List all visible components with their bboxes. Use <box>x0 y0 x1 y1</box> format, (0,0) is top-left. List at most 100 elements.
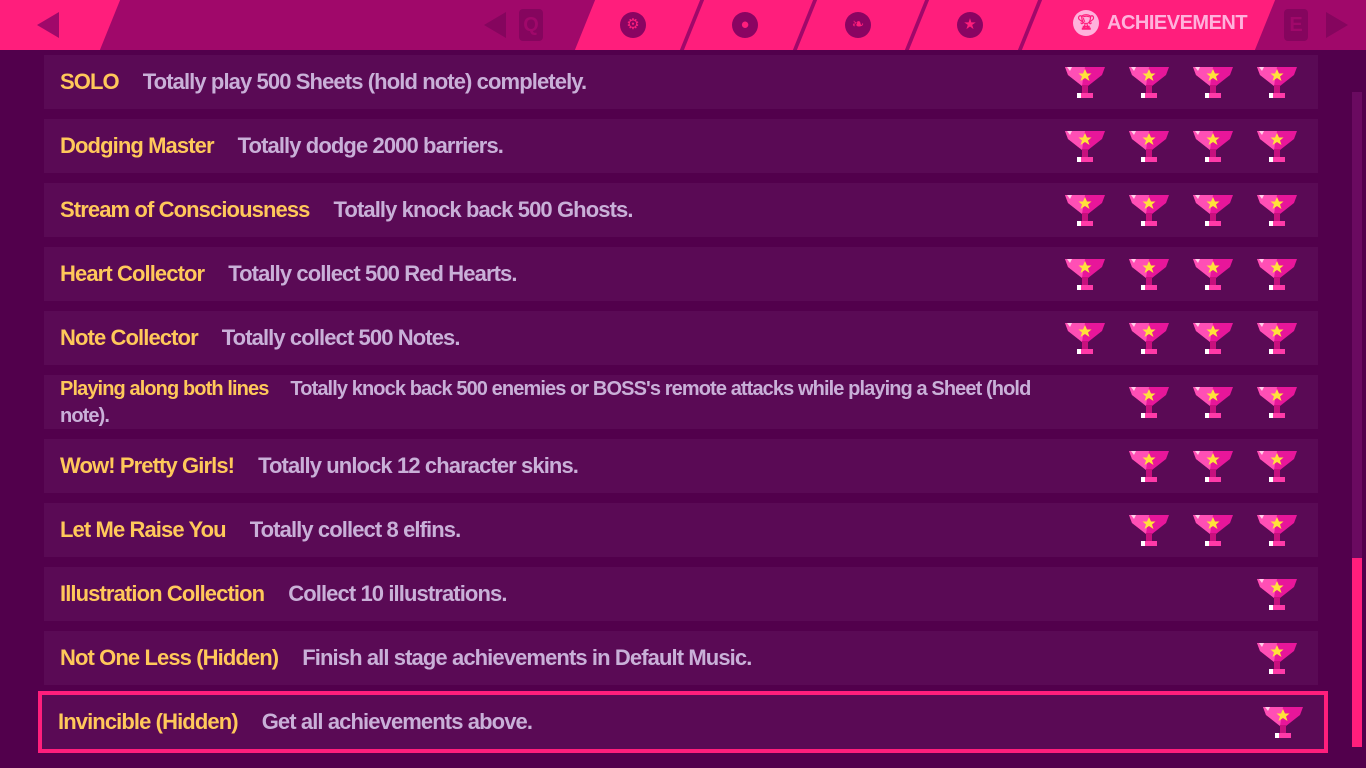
tab-settings[interactable]: ⚙ <box>620 12 646 38</box>
trophy-icon <box>1129 451 1169 482</box>
achievement-desc: Totally dodge 2000 barriers. <box>237 133 504 158</box>
trophy-icon <box>1065 323 1105 354</box>
achievement-text: Playing along both lines Totally knock ba… <box>60 375 1070 429</box>
achievement-row[interactable]: Let Me Raise You Totally collect 8 elfins… <box>44 503 1318 557</box>
gear-icon: ⚙ <box>626 16 640 33</box>
tab-elfin[interactable]: ❧ <box>845 12 871 38</box>
trophy-icon <box>1193 67 1233 98</box>
tab-favorites[interactable]: ★ <box>957 12 983 38</box>
trophy-icon: 🏆︎ <box>1073 10 1099 36</box>
achievement-title: Playing along both lines <box>60 378 269 400</box>
achievement-desc: Totally collect 500 Red Hearts. <box>228 261 517 286</box>
trophy-icon <box>1257 67 1297 98</box>
trophy-group <box>1064 320 1298 356</box>
trophy-icon <box>1257 451 1297 482</box>
trophy-icon <box>1065 259 1105 290</box>
achievement-row[interactable]: Playing along both lines Totally knock ba… <box>44 375 1318 429</box>
achievement-title: SOLO <box>60 69 120 94</box>
achievement-text: Note Collector Totally collect 500 Notes. <box>60 311 1070 365</box>
tab-achievement[interactable]: 🏆︎ ACHIEVEMENT <box>1073 10 1248 36</box>
achievement-text: Let Me Raise You Totally collect 8 elfins… <box>60 503 1070 557</box>
scrollbar-thumb[interactable] <box>1352 558 1362 747</box>
achievement-row[interactable]: Note Collector Totally collect 500 Notes. <box>44 311 1318 365</box>
trophy-icon <box>1193 131 1233 162</box>
leaf-icon: ❧ <box>851 16 865 33</box>
back-arrow-icon[interactable] <box>37 12 59 38</box>
trophy-group <box>1128 448 1298 484</box>
trophy-icon <box>1129 323 1169 354</box>
achievement-desc: Totally knock back 500 Ghosts. <box>333 197 634 222</box>
star-icon: ★ <box>963 16 977 33</box>
achievement-text: Dodging Master Totally dodge 2000 barrier… <box>60 119 1070 173</box>
trophy-icon <box>1065 195 1105 226</box>
trophy-group <box>1128 512 1298 548</box>
trophy-icon <box>1193 195 1233 226</box>
achievement-desc: Totally unlock 12 character skins. <box>258 453 579 478</box>
achievement-title: Stream of Consciousness <box>60 197 310 222</box>
trophy-icon <box>1129 67 1169 98</box>
trophy-icon <box>1193 451 1233 482</box>
trophy-group <box>1064 64 1298 100</box>
achievement-row[interactable]: Dodging Master Totally dodge 2000 barrier… <box>44 119 1318 173</box>
trophy-icon <box>1263 707 1303 738</box>
trophy-icon <box>1065 67 1105 98</box>
trophy-icon <box>1193 323 1233 354</box>
prev-tab-arrow-icon[interactable] <box>484 12 506 38</box>
achievement-text: Stream of Consciousness Totally knock bac… <box>60 183 1070 237</box>
trophy-icon <box>1129 515 1169 546</box>
trophy-group <box>1064 192 1298 228</box>
achievement-text: Not One Less (Hidden) Finish all stage ac… <box>60 631 1070 685</box>
achievement-desc: Finish all stage achievements in Default… <box>302 645 752 670</box>
scrollbar-track[interactable] <box>1352 92 1362 747</box>
next-tab-key[interactable]: E <box>1284 9 1308 41</box>
trophy-icon <box>1257 515 1297 546</box>
trophy-icon <box>1257 643 1297 674</box>
trophy-icon <box>1257 259 1297 290</box>
trophy-icon <box>1129 259 1169 290</box>
top-nav-bar: Q ⚙ ● ❧ ★ 🏆︎ ACHIEVEMENT E <box>0 0 1366 50</box>
achievement-text: Illustration Collection Collect 10 illust… <box>60 567 1070 621</box>
achievement-title: Invincible (Hidden) <box>58 709 239 734</box>
achievement-row[interactable]: Heart Collector Totally collect 500 Red H… <box>44 247 1318 301</box>
achievement-title: Dodging Master <box>60 133 215 158</box>
achievement-row[interactable]: SOLO Totally play 500 Sheets (hold note) … <box>44 55 1318 109</box>
achievement-row[interactable]: Wow! Pretty Girls! Totally unlock 12 char… <box>44 439 1318 493</box>
trophy-group <box>1064 256 1298 292</box>
trophy-icon <box>1193 387 1233 418</box>
trophy-icon <box>1257 195 1297 226</box>
trophy-icon <box>1129 131 1169 162</box>
trophy-group <box>1262 704 1304 740</box>
trophy-group <box>1256 576 1298 612</box>
trophy-group <box>1128 384 1298 420</box>
achievement-row[interactable]: Illustration Collection Collect 10 illust… <box>44 567 1318 621</box>
trophy-group <box>1256 640 1298 676</box>
achievement-desc: Get all achievements above. <box>261 709 533 734</box>
trophy-group <box>1064 128 1298 164</box>
trophy-icon <box>1257 131 1297 162</box>
trophy-icon <box>1257 579 1297 610</box>
prev-tab-key[interactable]: Q <box>519 9 543 41</box>
trophy-icon <box>1065 131 1105 162</box>
achievement-title: Wow! Pretty Girls! <box>60 453 235 478</box>
achievement-desc: Totally play 500 Sheets (hold note) comp… <box>142 69 587 94</box>
tab-character[interactable]: ● <box>732 12 758 38</box>
tab-achievement-label: ACHIEVEMENT <box>1107 11 1248 34</box>
achievement-row[interactable]: Stream of Consciousness Totally knock bac… <box>44 183 1318 237</box>
trophy-icon <box>1257 323 1297 354</box>
achievement-row[interactable]: Not One Less (Hidden) Finish all stage ac… <box>44 631 1318 685</box>
achievement-text: Wow! Pretty Girls! Totally unlock 12 char… <box>60 439 1070 493</box>
achievement-title: Illustration Collection <box>60 581 265 606</box>
next-tab-arrow-icon[interactable] <box>1326 12 1348 38</box>
achievement-row[interactable]: Invincible (Hidden) Get all achievements … <box>38 691 1328 753</box>
achievement-desc: Totally collect 8 elfins. <box>249 517 462 542</box>
achievement-title: Not One Less (Hidden) <box>60 645 279 670</box>
achievement-text: SOLO Totally play 500 Sheets (hold note) … <box>60 55 1070 109</box>
trophy-icon <box>1193 259 1233 290</box>
person-icon: ● <box>740 16 750 33</box>
achievement-title: Heart Collector <box>60 261 205 286</box>
achievement-text: Heart Collector Totally collect 500 Red H… <box>60 247 1070 301</box>
achievement-desc: Collect 10 illustrations. <box>288 581 507 606</box>
achievement-text: Invincible (Hidden) Get all achievements … <box>58 695 1068 749</box>
trophy-icon <box>1257 387 1297 418</box>
achievement-desc: Totally knock back 500 enemies or BOSS's… <box>60 378 1031 427</box>
